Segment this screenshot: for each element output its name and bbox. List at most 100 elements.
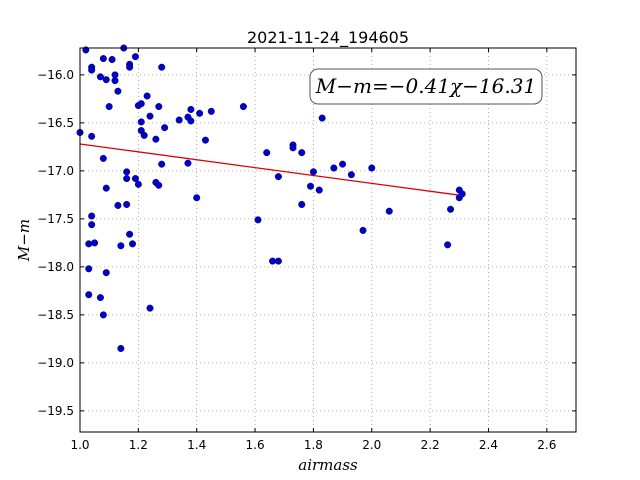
data-point xyxy=(99,311,107,319)
fit-equation: M−m=−0.41χ−16.31 xyxy=(315,74,536,98)
data-point xyxy=(447,205,455,213)
y-axis-label: M−m xyxy=(15,219,33,262)
annotation-box: M−m=−0.41χ−16.31 xyxy=(309,68,543,105)
data-point xyxy=(88,132,96,140)
plot-frame xyxy=(79,47,577,433)
data-point xyxy=(85,240,93,248)
x-tick-label: 1.2 xyxy=(129,438,148,452)
data-point xyxy=(140,131,148,139)
data-point xyxy=(88,212,96,220)
data-point xyxy=(318,114,326,122)
data-point xyxy=(274,257,282,265)
data-point xyxy=(134,180,142,188)
data-point xyxy=(123,175,131,183)
x-tick-label: 2.2 xyxy=(421,438,440,452)
data-point xyxy=(102,76,110,84)
data-point xyxy=(85,265,93,273)
data-points xyxy=(76,44,466,352)
y-tick-label: −16.5 xyxy=(37,116,74,130)
y-tick-label: −19.5 xyxy=(37,404,74,418)
data-point xyxy=(85,291,93,299)
data-point xyxy=(161,124,169,132)
y-tick-label: −18.0 xyxy=(37,260,74,274)
data-point xyxy=(158,160,166,168)
chart-title: 2021-11-24_194605 xyxy=(247,28,409,48)
data-point xyxy=(269,257,277,265)
data-point xyxy=(298,200,306,208)
data-point xyxy=(184,159,192,167)
data-point xyxy=(105,103,113,111)
data-point xyxy=(254,216,262,224)
x-axis-label: airmass xyxy=(298,456,358,474)
axis-ticks: 1.0 1.2 1.4 1.6 1.8 2.0 2.2 2.4 2.6 −16.0 −16.5 −17… xyxy=(37,48,576,452)
data-point xyxy=(123,200,131,208)
y-tick-label: −16.0 xyxy=(37,68,74,82)
data-point xyxy=(99,154,107,162)
data-point xyxy=(102,184,110,192)
data-point xyxy=(114,201,122,209)
data-point xyxy=(193,194,201,202)
data-point xyxy=(96,73,104,81)
data-point xyxy=(117,344,125,352)
x-tick-label: 1.0 xyxy=(70,438,89,452)
data-point xyxy=(175,116,183,124)
data-point xyxy=(143,92,151,100)
x-tick-label: 1.8 xyxy=(304,438,323,452)
data-point xyxy=(207,107,215,115)
data-point xyxy=(158,63,166,71)
fit-line xyxy=(79,143,463,197)
annotation-frame xyxy=(309,68,543,105)
data-point xyxy=(298,149,306,157)
data-point xyxy=(201,136,209,144)
data-point xyxy=(274,173,282,181)
data-point xyxy=(339,160,347,168)
data-point xyxy=(123,168,131,176)
x-tick-label: 2.0 xyxy=(362,438,381,452)
y-tick-label: −19.0 xyxy=(37,356,74,370)
y-tick-label: −18.5 xyxy=(37,308,74,322)
data-point xyxy=(88,66,96,74)
data-point xyxy=(117,242,125,250)
x-tick-label: 2.4 xyxy=(479,438,498,452)
data-point xyxy=(196,109,204,117)
x-tick-label: 1.6 xyxy=(246,438,265,452)
data-point xyxy=(155,181,163,189)
data-point xyxy=(152,135,160,143)
fit-line-group xyxy=(79,143,463,197)
data-point xyxy=(306,182,314,190)
data-point xyxy=(368,164,376,172)
data-point xyxy=(137,100,145,108)
data-point xyxy=(385,207,393,215)
data-point xyxy=(108,56,116,64)
data-point xyxy=(458,190,466,198)
data-point xyxy=(91,239,99,247)
y-tick-label: −17.5 xyxy=(37,212,74,226)
data-point xyxy=(359,226,367,234)
data-point xyxy=(114,87,122,95)
data-point xyxy=(155,103,163,111)
data-point xyxy=(137,118,145,126)
data-point xyxy=(263,149,271,157)
data-point xyxy=(131,53,139,61)
data-point xyxy=(102,269,110,277)
data-point xyxy=(146,112,154,120)
data-point xyxy=(126,230,134,238)
data-point xyxy=(99,55,107,63)
data-point xyxy=(111,77,119,85)
x-tick-label: 2.6 xyxy=(537,438,556,452)
data-point xyxy=(187,105,195,113)
data-point xyxy=(289,144,297,152)
data-point xyxy=(330,164,338,172)
data-point xyxy=(347,171,355,179)
data-point xyxy=(239,103,247,111)
x-tick-label: 1.4 xyxy=(187,438,206,452)
data-point xyxy=(187,117,195,125)
data-point xyxy=(96,294,104,302)
data-point xyxy=(309,168,317,176)
data-point xyxy=(146,304,154,312)
data-point xyxy=(131,175,139,183)
data-point xyxy=(126,63,134,71)
data-point xyxy=(88,221,96,229)
data-point xyxy=(315,186,323,194)
